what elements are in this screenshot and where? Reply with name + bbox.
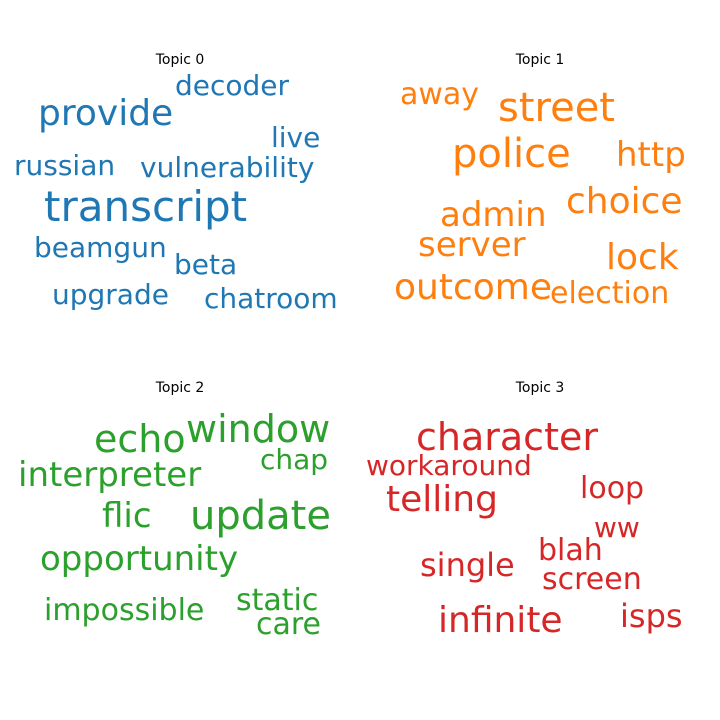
word: character [416, 415, 598, 459]
word: update [190, 493, 331, 539]
word: server [418, 225, 526, 265]
word: chatroom [204, 282, 338, 315]
word: opportunity [40, 539, 239, 579]
word: live [271, 121, 321, 154]
topic-panel-0: Topic 0 provide decoder live russian vul… [0, 0, 360, 360]
word: http [616, 135, 686, 175]
topic-title: Topic 2 [155, 380, 205, 396]
word: admin [440, 195, 547, 235]
topic-title: Topic 3 [515, 380, 565, 396]
word: interpreter [18, 455, 202, 495]
topic-panel-1: Topic 1 away street police http admin ch… [360, 0, 720, 360]
word: street [498, 85, 615, 131]
topic-title: Topic 0 [155, 52, 205, 68]
word: beamgun [34, 231, 167, 264]
word: ww [594, 511, 640, 544]
word: flic [102, 496, 152, 536]
word: loop [580, 471, 645, 506]
word: decoder [175, 69, 290, 102]
word: transcript [44, 182, 248, 231]
word: away [400, 77, 480, 112]
word: upgrade [52, 278, 169, 311]
word: care [256, 607, 322, 642]
word: chap [260, 443, 329, 476]
word: election [550, 276, 670, 311]
word: screen [542, 562, 642, 597]
word: echo [94, 417, 186, 461]
word: isps [620, 597, 683, 635]
word: lock [606, 237, 679, 278]
word: vulnerability [140, 151, 315, 184]
word: russian [14, 149, 116, 182]
word: outcome [394, 267, 552, 308]
topic-title: Topic 1 [515, 52, 565, 68]
topic-panel-3: Topic 3 character workaround telling loo… [360, 360, 720, 720]
word: window [186, 407, 331, 451]
topic-panel-2: Topic 2 echo window chap interpreter fli… [0, 360, 360, 720]
word: choice [566, 181, 683, 222]
word: telling [386, 479, 498, 520]
word: impossible [44, 593, 205, 628]
word: beta [174, 248, 238, 281]
word: workaround [366, 449, 532, 482]
word: static [236, 583, 319, 618]
word: infinite [438, 600, 563, 641]
word: single [420, 546, 515, 584]
word: provide [38, 93, 174, 134]
word: police [452, 131, 571, 177]
word: blah [538, 533, 603, 568]
